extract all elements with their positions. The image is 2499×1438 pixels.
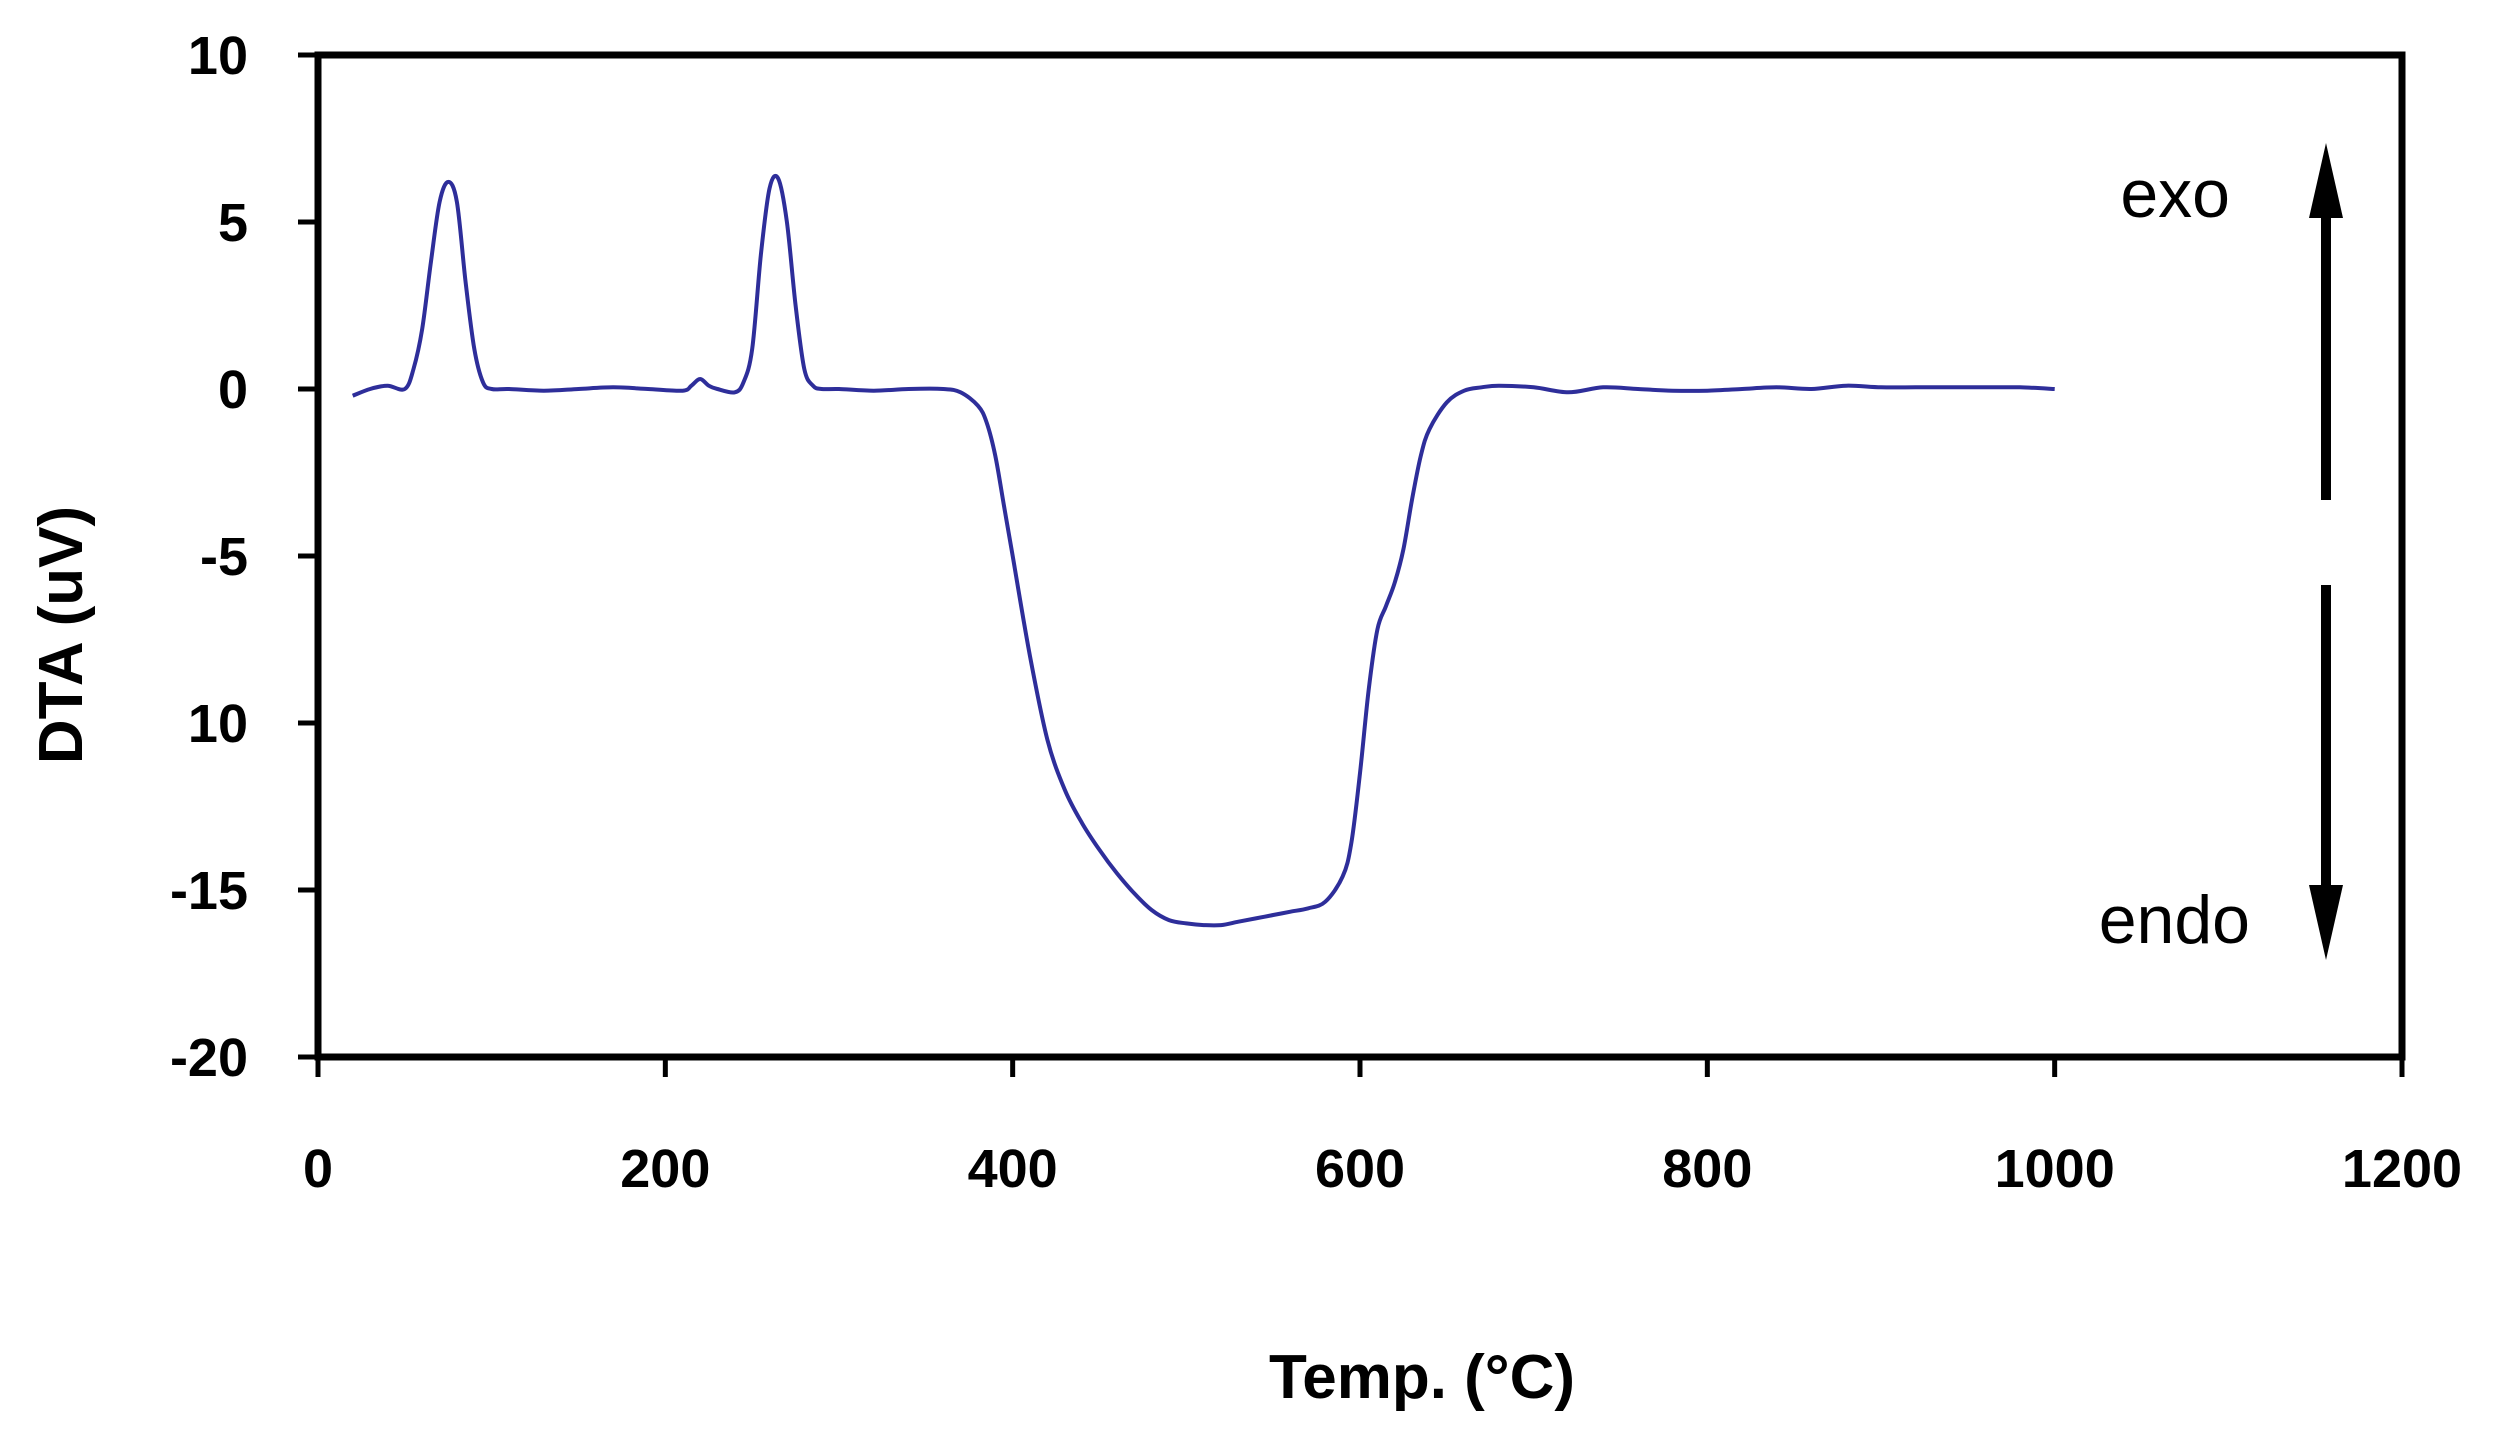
y-tick-label: 10 bbox=[188, 26, 248, 86]
plot-frame bbox=[314, 51, 2406, 1061]
y-tick-label: 10 bbox=[188, 694, 248, 754]
x-tick-label: 400 bbox=[968, 1139, 1058, 1199]
x-tick-label: 0 bbox=[303, 1139, 333, 1199]
exo-arrow bbox=[2309, 143, 2343, 500]
y-tick-label: 5 bbox=[218, 193, 248, 253]
x-tick-label: 200 bbox=[620, 1139, 710, 1199]
x-tick-label: 800 bbox=[1662, 1139, 1752, 1199]
x-axis-title: Temp. (°C) bbox=[1269, 1343, 1575, 1412]
y-tick-label: -20 bbox=[170, 1028, 248, 1088]
x-tick-label: 600 bbox=[1315, 1139, 1405, 1199]
x-tick-label: 1200 bbox=[2342, 1139, 2462, 1199]
y-tick-label: -5 bbox=[200, 527, 248, 587]
y-tick-label: -15 bbox=[170, 861, 248, 921]
endo-arrow bbox=[2309, 585, 2343, 960]
dta-series-line bbox=[351, 173, 2055, 928]
x-tick-label: 1000 bbox=[1995, 1139, 2115, 1199]
y-tick-label: 0 bbox=[218, 360, 248, 420]
x-axis: 0 200 400 600 800 1000 1200 bbox=[303, 1057, 2462, 1199]
endo-label: endo bbox=[2099, 882, 2250, 958]
y-axis-title: DTA (uV) bbox=[27, 506, 96, 764]
exo-label: exo bbox=[2120, 156, 2230, 232]
y-axis: 10 5 0 -5 10 -15 -20 bbox=[170, 26, 318, 1088]
